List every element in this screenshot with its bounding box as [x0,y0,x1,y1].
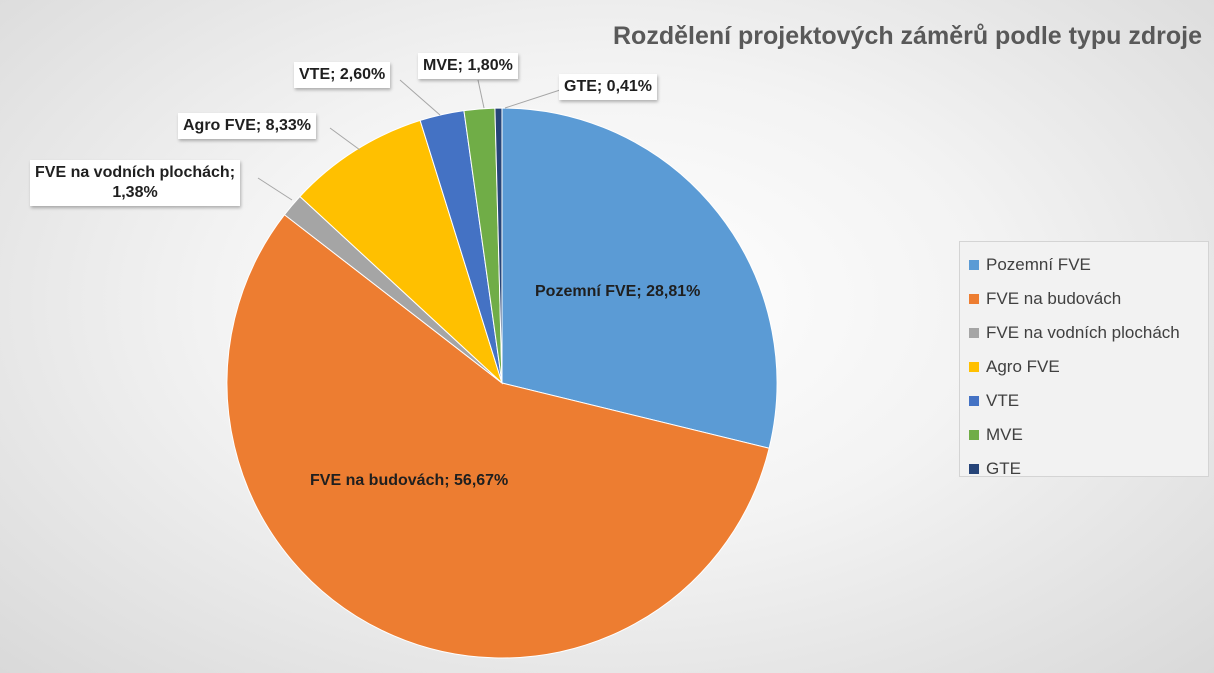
pie-slice-4 [299,119,504,385]
leader-line-6 [477,79,485,109]
pie-slice-2 [226,214,770,659]
legend-swatch [969,430,979,440]
legend-swatch [969,396,979,406]
legend-item: Pozemní FVE [969,248,1208,282]
legend-label: Agro FVE [986,357,1060,376]
legend-label: Pozemní FVE [986,255,1091,274]
pie-slice-7 [494,107,503,384]
legend-label: GTE [986,459,1021,478]
leader-line-7 [504,89,561,109]
data-label-4: Agro FVE; 8,33% [178,113,317,139]
leader-line-5 [399,79,441,116]
legend-item: Agro FVE [969,350,1208,384]
data-label-5: VTE; 2,60% [294,62,391,88]
legend-swatch [969,260,979,270]
chart-title: Rozdělení projektových záměrů podle typu… [613,22,1202,50]
pie-slice-1 [501,107,778,449]
legend-swatch [969,362,979,372]
legend-swatch [969,328,979,338]
legend: Pozemní FVE FVE na budovách FVE na vodních… [959,241,1209,478]
leader-line-3 [257,177,293,201]
legend-label: FVE na vodních plochách [986,323,1180,342]
leader-line-4 [329,127,361,151]
data-label-3: FVE na vodních plochách; 1,38% [30,160,241,206]
legend-label: MVE [986,425,1023,444]
legend-item: FVE na vodních plochách [969,316,1208,350]
legend-label: FVE na budovách [986,289,1122,308]
data-label-2: FVE na budovách; 56,67% [310,472,509,489]
legend-label: VTE [986,391,1020,410]
data-label-1: Pozemní FVE; 28,81% [535,283,701,300]
data-label-7: GTE; 0,41% [559,74,658,100]
legend-item: VTE [969,384,1208,418]
legend-swatch [969,294,979,304]
data-label-6: MVE; 1,80% [418,53,518,79]
legend-swatch [969,464,979,474]
legend-item: GTE [969,452,1208,486]
legend-item: FVE na budovách [969,282,1208,316]
legend-item: MVE [969,418,1208,452]
